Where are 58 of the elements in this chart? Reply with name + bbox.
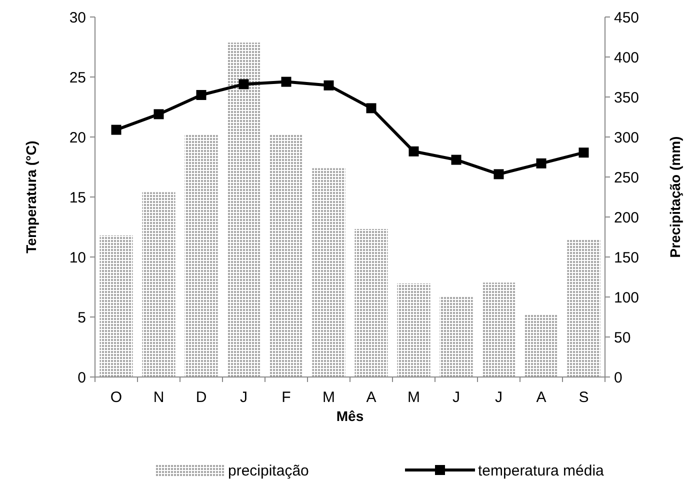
point — [536, 158, 546, 168]
y-tick-label: 15 — [69, 189, 86, 206]
y2-tick-label: 50 — [614, 329, 631, 346]
x-tick-label: M — [408, 389, 420, 406]
y2-tick-label: 300 — [614, 129, 640, 146]
y2-tick-label: 200 — [614, 209, 640, 226]
point — [281, 76, 292, 87]
bar — [354, 229, 388, 377]
y2-tick-label: 400 — [614, 49, 640, 66]
x-tick-label: J — [240, 389, 248, 406]
y2-tick-label: 100 — [614, 289, 640, 306]
x-tick-label: A — [366, 389, 376, 406]
y-tick-label: 20 — [69, 129, 86, 146]
bar — [440, 297, 473, 377]
y-tick-label: 25 — [69, 69, 86, 86]
point — [366, 103, 376, 114]
x-tick-label: O — [110, 389, 122, 406]
y-tick-label: 30 — [69, 9, 86, 26]
bar — [397, 283, 430, 377]
y2-axis-title: Precipitação (mm) — [667, 136, 683, 258]
y-tick-label: 0 — [78, 369, 86, 386]
x-axis-title: Mês — [336, 408, 364, 424]
x-tick-label: A — [536, 389, 546, 406]
point — [578, 148, 589, 158]
bar — [482, 282, 516, 377]
y2-tick-label: 150 — [614, 249, 640, 266]
x-tick-label: S — [578, 389, 589, 406]
bar — [312, 168, 346, 377]
bar — [184, 134, 218, 377]
point — [154, 109, 164, 120]
legend-label: precipitação — [228, 462, 309, 480]
legend-label: temperatura média — [478, 462, 605, 480]
y2-tick-label: 350 — [614, 89, 640, 106]
y2-tick-label: 0 — [614, 369, 622, 386]
y2-tick-label: 250 — [614, 169, 640, 186]
point — [238, 79, 249, 90]
x-tick-label: D — [196, 389, 207, 406]
bar — [524, 314, 558, 377]
x-tick-label: M — [322, 389, 335, 406]
x-tick-label: F — [282, 389, 291, 406]
bar — [227, 42, 260, 377]
bar — [100, 235, 133, 377]
point — [408, 146, 419, 156]
y-tick-label: 5 — [78, 309, 86, 326]
y-axis-title: Temperatura (°C) — [23, 140, 39, 254]
x-tick-label: N — [153, 389, 164, 406]
point — [494, 169, 504, 180]
bar — [270, 134, 303, 377]
point — [196, 90, 206, 100]
y-tick-label: 10 — [69, 249, 86, 266]
point — [451, 154, 462, 165]
y2-tick-label: 450 — [614, 9, 640, 26]
point — [111, 124, 122, 135]
x-tick-label: J — [495, 389, 502, 406]
point — [324, 80, 334, 90]
bar — [142, 192, 176, 377]
bar — [567, 239, 600, 377]
x-tick-label: J — [452, 389, 460, 406]
